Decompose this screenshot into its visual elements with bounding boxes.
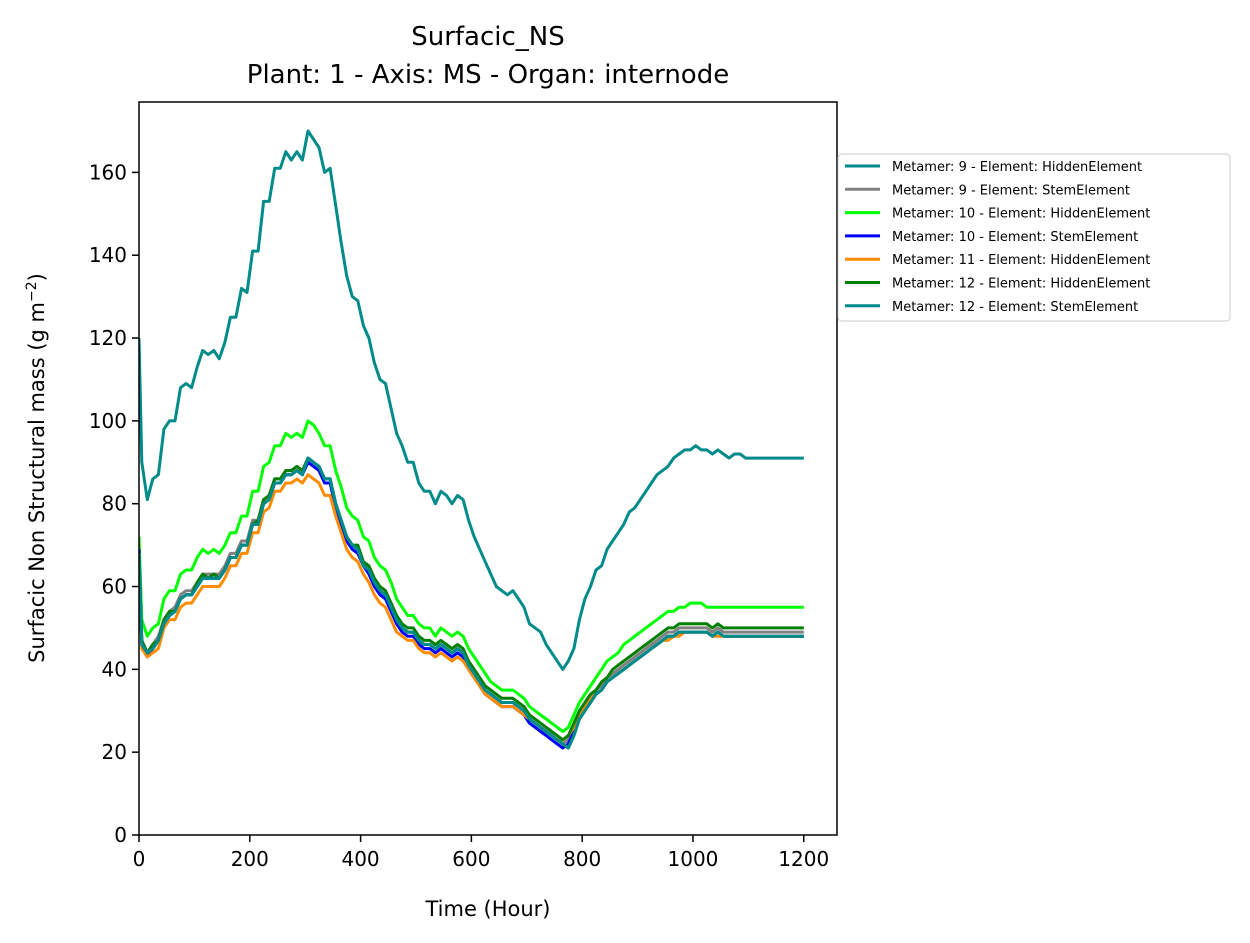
legend: Metamer: 9 - Element: HiddenElement Metam… [837, 153, 1231, 322]
y-axis-label-main: Surfacic Non Structural mass (g m [25, 302, 49, 663]
chart-subtitle: Plant: 1 - Axis: MS - Organ: internode [247, 60, 729, 90]
x-tick-label: 1200 [778, 847, 829, 871]
x-tick-label: 600 [452, 847, 490, 871]
series-layer [139, 129, 804, 750]
legend-entry: Metamer: 10 - Element: StemElement [892, 230, 1138, 245]
series-line-2 [139, 456, 804, 746]
y-tick-label: 120 [89, 326, 127, 350]
y-tick-label: 20 [102, 740, 127, 764]
series-line-top [139, 456, 804, 750]
y-axis-label-exponent: −2 [24, 281, 40, 302]
legend-entry: Metamer: 11 - Element: HiddenElement [892, 253, 1150, 268]
legend-entry: Metamer: 10 - Element: HiddenElement [892, 207, 1150, 222]
x-axis-label: Time (Hour) [424, 897, 550, 921]
y-tick-label: 80 [102, 492, 127, 516]
series-line-3 [139, 419, 804, 733]
series-line-5 [139, 473, 804, 742]
x-tick-label: 800 [563, 847, 601, 871]
y-tick-label: 140 [89, 243, 127, 267]
x-tick-label: 200 [231, 847, 269, 871]
y-tick-label: 160 [89, 160, 127, 184]
legend-entry: Metamer: 12 - Element: StemElement [892, 300, 1138, 315]
legend-box [837, 153, 1231, 322]
y-tick-label: 60 [102, 575, 127, 599]
series-line-7 [139, 456, 804, 750]
series-line-6 [139, 456, 804, 742]
x-tick-label: 0 [133, 847, 146, 871]
x-tick-label: 400 [341, 847, 379, 871]
legend-entry: Metamer: 12 - Element: HiddenElement [892, 277, 1150, 292]
legend-entry: Metamer: 9 - Element: HiddenElement [892, 160, 1142, 175]
y-axis-label: Surfacic Non Structural mass (g m−2) [24, 273, 49, 663]
y-tick-label: 40 [102, 657, 127, 681]
y-axis-label-close: ) [25, 273, 49, 281]
legend-entry: Metamer: 9 - Element: StemElement [892, 183, 1130, 198]
y-tick-label: 0 [114, 823, 127, 847]
ticks-layer: 0 200 400 600 800 1000 1200 0 20 40 60 80 100 120 140 1… [89, 160, 829, 871]
x-tick-label: 1000 [668, 847, 719, 871]
series-line-1 [139, 129, 804, 671]
y-tick-label: 100 [89, 409, 127, 433]
plot-frame [138, 101, 838, 836]
chart-title: Surfacic_NS [411, 22, 565, 52]
